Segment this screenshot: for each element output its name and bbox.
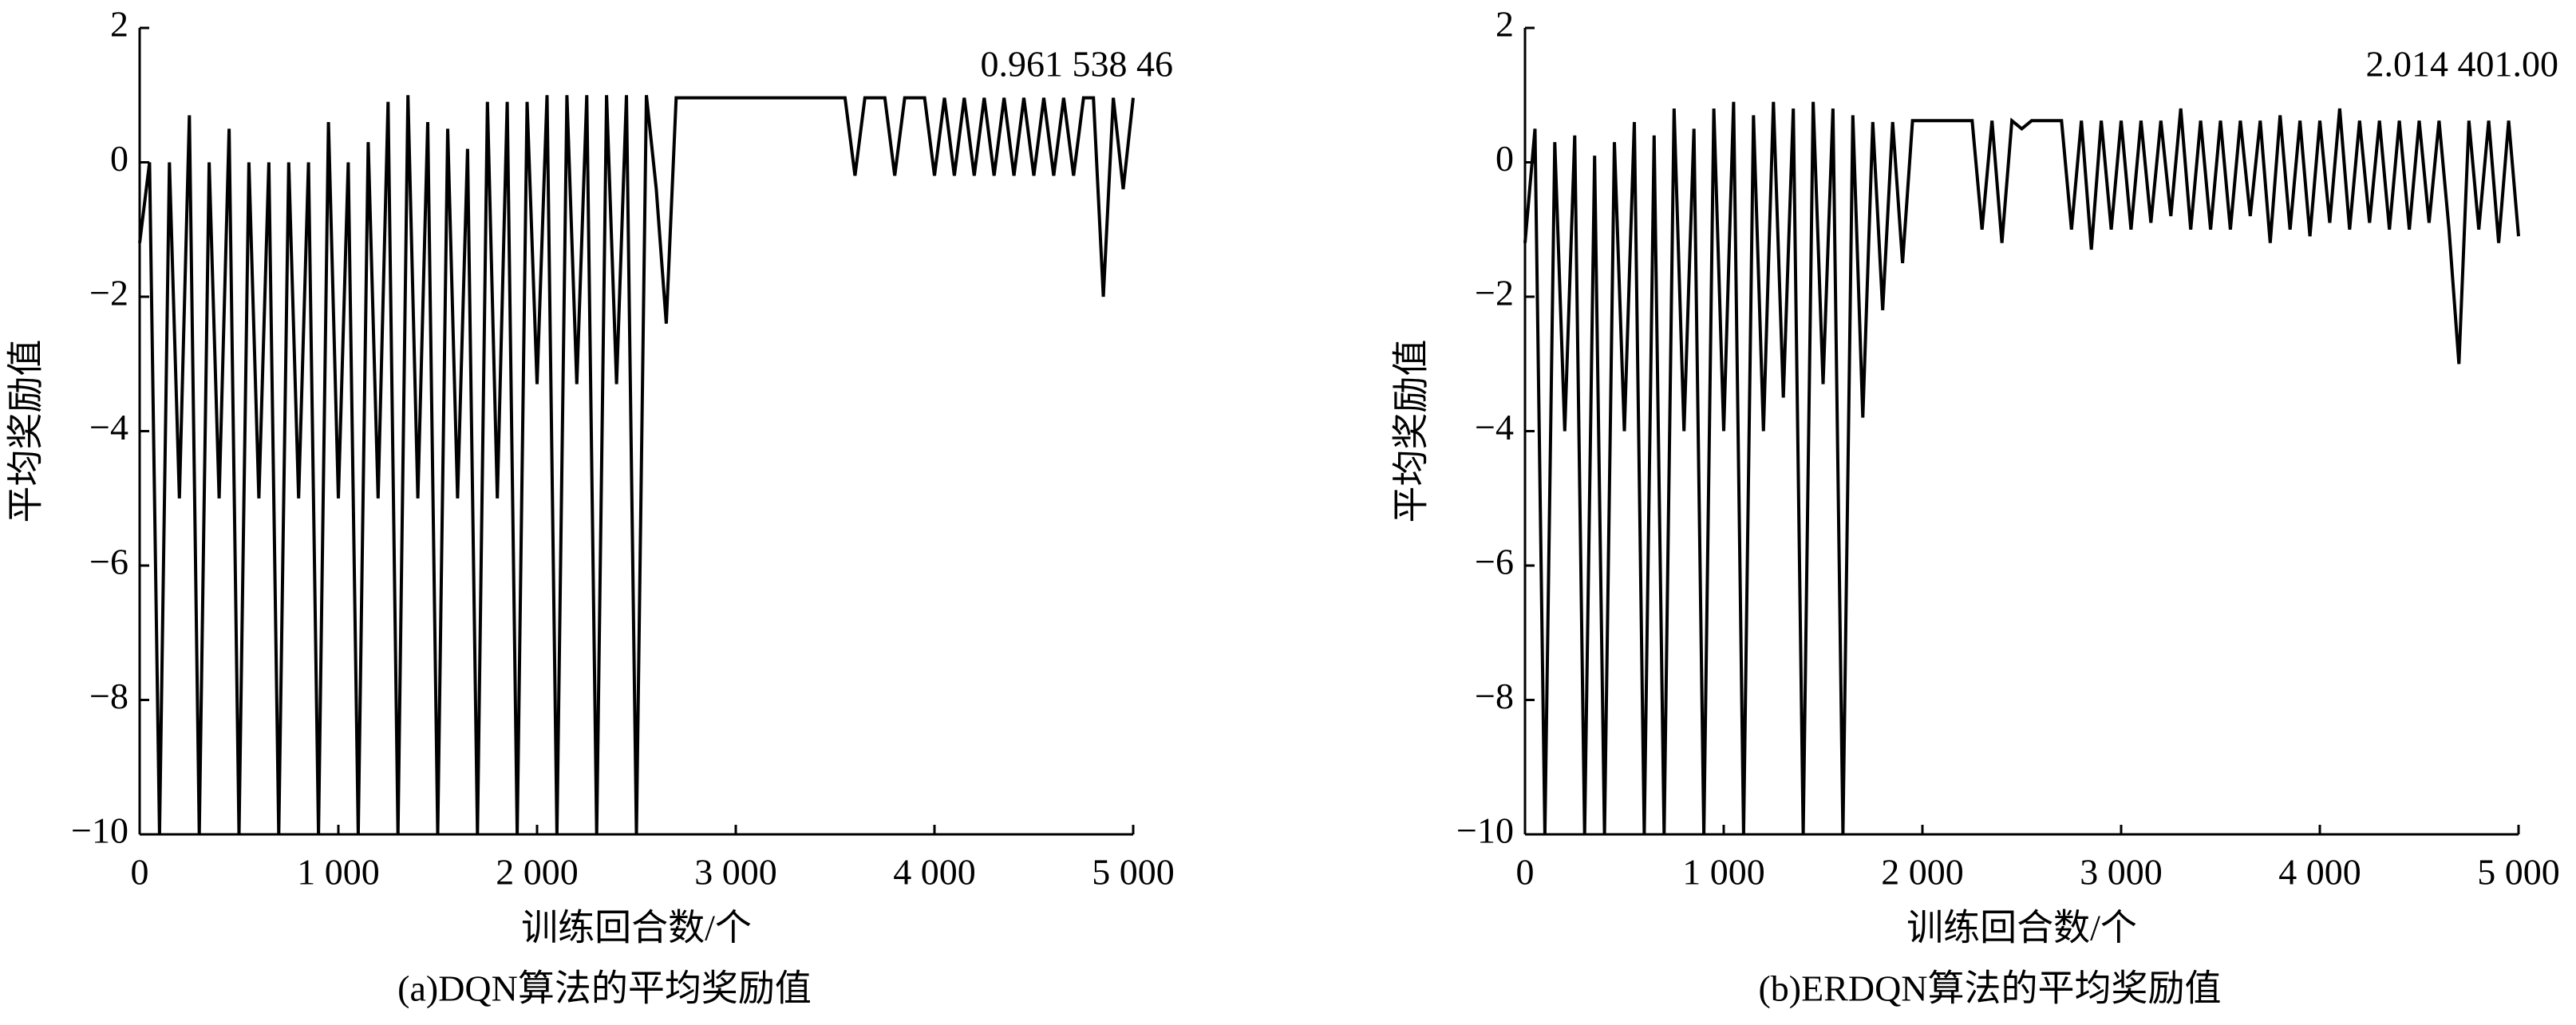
y-tick-label: −6 <box>1475 542 1514 582</box>
y-axis-label: 平均奖励值 <box>6 340 46 523</box>
line-series <box>138 95 1135 835</box>
y-tick-label: −6 <box>89 542 128 582</box>
x-tick-label: 3 000 <box>2080 852 2163 893</box>
caption: (a)DQN算法的平均奖励值 <box>397 968 812 1009</box>
x-tick-label: 2 000 <box>496 852 579 893</box>
x-tick-label: 5 000 <box>1092 852 1175 893</box>
x-tick-label: 0 <box>131 852 149 893</box>
y-tick-label: −2 <box>1475 273 1514 313</box>
x-tick-label: 5 000 <box>2477 852 2560 893</box>
x-tick-label: 4 000 <box>2278 852 2361 893</box>
x-tick-label: 1 000 <box>1682 852 1765 893</box>
x-tick-label: 1 000 <box>297 852 380 893</box>
y-tick-label: −8 <box>89 676 128 716</box>
y-tick-label: −4 <box>89 407 128 447</box>
y-axis-label: 平均奖励值 <box>1391 340 1432 523</box>
y-tick-label: 0 <box>1495 138 1514 179</box>
x-tick-label: 2 000 <box>1881 852 1964 893</box>
x-axis-label: 训练回合数/个 <box>1906 908 2137 948</box>
caption: (b)ERDQN算法的平均奖励值 <box>1758 968 2221 1009</box>
x-axis-label: 训练回合数/个 <box>521 908 752 948</box>
x-tick-label: 4 000 <box>893 852 976 893</box>
y-tick-label: 0 <box>110 138 128 179</box>
y-tick-label: 2 <box>1495 4 1514 45</box>
line-series <box>1523 101 2520 835</box>
y-tick-label: −10 <box>71 810 128 851</box>
annotation: 0.961 538 46 <box>981 44 1174 85</box>
y-tick-label: −8 <box>1475 676 1514 716</box>
annotation: 2.014 401.00 <box>2366 44 2559 85</box>
x-tick-label: 3 000 <box>694 852 777 893</box>
y-tick-label: 2 <box>110 4 128 45</box>
x-tick-label: 0 <box>1516 852 1535 893</box>
y-tick-label: −4 <box>1475 407 1514 447</box>
y-tick-label: −10 <box>1456 810 1514 851</box>
y-tick-label: −2 <box>89 273 128 313</box>
